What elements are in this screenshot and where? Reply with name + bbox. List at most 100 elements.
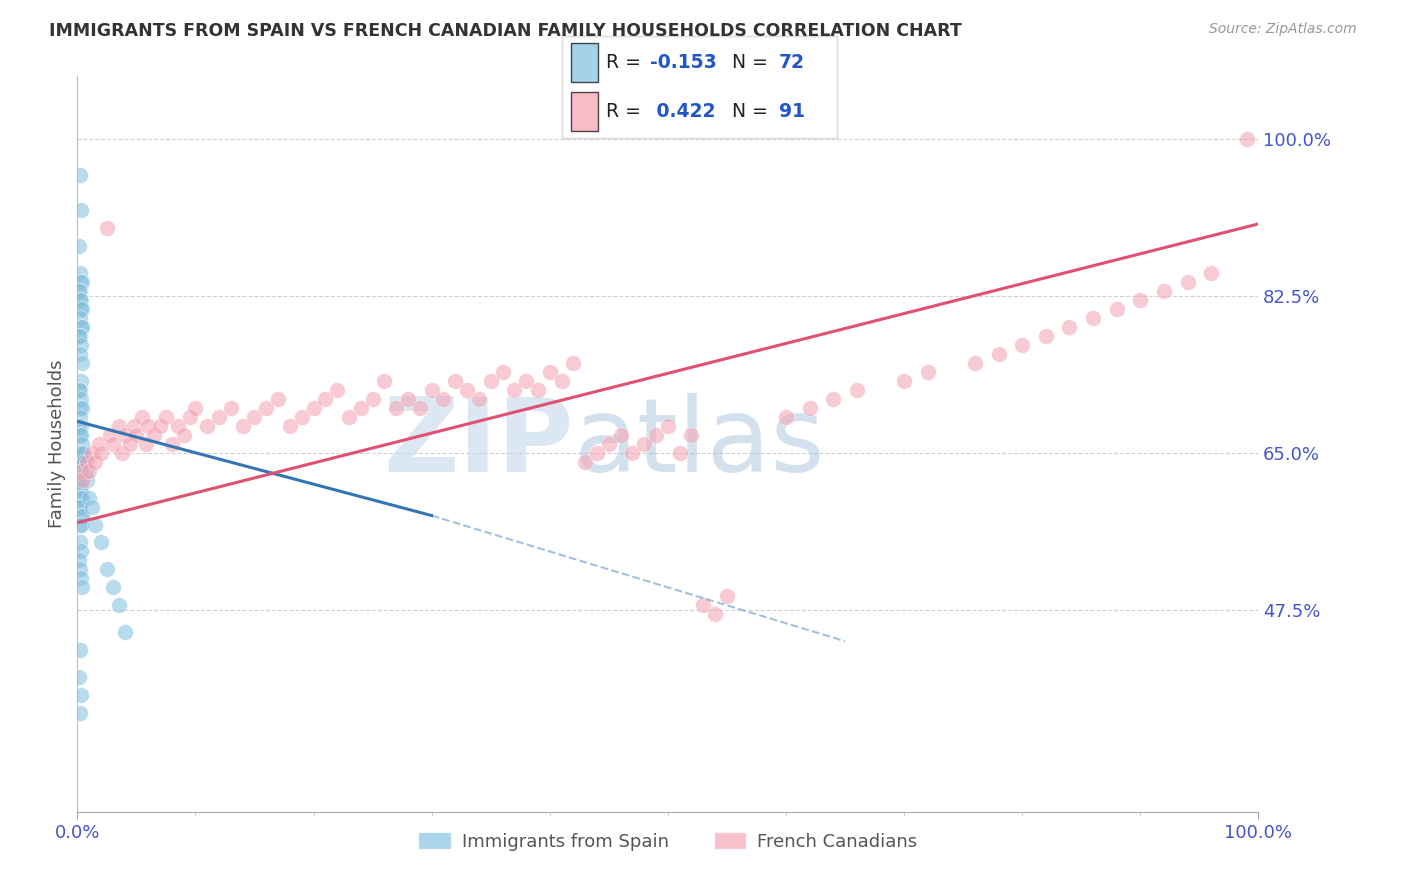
Point xyxy=(84,455,107,469)
Point xyxy=(69,517,91,532)
Point xyxy=(70,436,93,450)
Point xyxy=(69,706,91,720)
Text: IMMIGRANTS FROM SPAIN VS FRENCH CANADIAN FAMILY HOUSEHOLDS CORRELATION CHART: IMMIGRANTS FROM SPAIN VS FRENCH CANADIAN… xyxy=(49,22,962,40)
Point xyxy=(70,302,93,317)
Point xyxy=(77,464,100,478)
Point xyxy=(432,392,454,406)
Point xyxy=(385,401,408,415)
Point xyxy=(409,401,432,415)
Point xyxy=(67,553,90,567)
Point xyxy=(70,580,93,594)
Point xyxy=(1035,329,1057,343)
Point xyxy=(1059,320,1081,334)
Point xyxy=(67,473,90,487)
Point xyxy=(69,383,91,397)
Point xyxy=(70,293,93,308)
Point xyxy=(76,473,98,487)
Point xyxy=(278,418,301,433)
Point xyxy=(72,473,94,487)
Point xyxy=(67,455,90,469)
Point xyxy=(101,580,124,594)
Point xyxy=(1236,131,1258,145)
Point xyxy=(716,590,738,604)
Text: -0.153: -0.153 xyxy=(650,53,717,72)
FancyBboxPatch shape xyxy=(571,43,598,82)
Text: R =: R = xyxy=(606,102,647,121)
Point xyxy=(143,427,166,442)
Point xyxy=(69,643,91,657)
Point xyxy=(96,221,118,235)
Point xyxy=(444,374,467,388)
Point xyxy=(1153,284,1175,298)
Point xyxy=(775,409,797,424)
Point xyxy=(456,383,478,397)
Point xyxy=(69,427,91,442)
Point xyxy=(314,392,336,406)
Point xyxy=(69,455,91,469)
Point xyxy=(87,436,110,450)
Point xyxy=(337,409,360,424)
Point xyxy=(208,409,231,424)
Point xyxy=(657,418,679,433)
Point xyxy=(1105,302,1128,317)
Point xyxy=(69,562,91,576)
Point xyxy=(70,401,93,415)
Point xyxy=(350,401,373,415)
Point xyxy=(70,688,93,702)
Point xyxy=(195,418,218,433)
Point xyxy=(396,392,419,406)
Point xyxy=(515,374,537,388)
Point xyxy=(69,500,91,514)
Point xyxy=(73,455,96,469)
Point xyxy=(254,401,277,415)
FancyBboxPatch shape xyxy=(571,92,598,131)
Text: 0.422: 0.422 xyxy=(650,102,716,121)
Point xyxy=(155,409,177,424)
Point xyxy=(1011,338,1033,352)
Point xyxy=(70,571,93,585)
Point xyxy=(621,446,644,460)
Point xyxy=(704,607,727,622)
Point xyxy=(70,508,93,523)
Point xyxy=(107,418,129,433)
Point xyxy=(70,544,93,558)
Point xyxy=(67,670,90,684)
Text: N =: N = xyxy=(733,53,775,72)
Point xyxy=(70,392,93,406)
Point xyxy=(373,374,395,388)
Point xyxy=(69,535,91,549)
Point xyxy=(67,284,90,298)
Text: R =: R = xyxy=(606,53,647,72)
Point xyxy=(468,392,491,406)
Point xyxy=(114,625,136,640)
Point xyxy=(219,401,242,415)
Point xyxy=(574,455,596,469)
Point xyxy=(1177,275,1199,289)
Point xyxy=(67,239,90,253)
Point xyxy=(963,356,986,370)
Point xyxy=(823,392,845,406)
Text: ZIP: ZIP xyxy=(382,393,574,494)
Point xyxy=(135,436,157,450)
Y-axis label: Family Households: Family Households xyxy=(48,359,66,528)
Point xyxy=(69,401,91,415)
Point xyxy=(131,409,153,424)
Point xyxy=(69,409,91,424)
Point xyxy=(420,383,443,397)
Point xyxy=(538,365,561,379)
Point xyxy=(69,482,91,496)
Point xyxy=(69,168,91,182)
Point xyxy=(70,482,93,496)
Point xyxy=(70,446,93,460)
Point xyxy=(122,418,145,433)
Point xyxy=(120,436,142,450)
Point xyxy=(503,383,526,397)
Legend: Immigrants from Spain, French Canadians: Immigrants from Spain, French Canadians xyxy=(411,825,925,858)
Point xyxy=(69,473,91,487)
Point xyxy=(267,392,290,406)
Point xyxy=(96,562,118,576)
Point xyxy=(668,446,690,460)
Point xyxy=(633,436,655,450)
Point xyxy=(681,427,703,442)
Point xyxy=(70,275,93,289)
